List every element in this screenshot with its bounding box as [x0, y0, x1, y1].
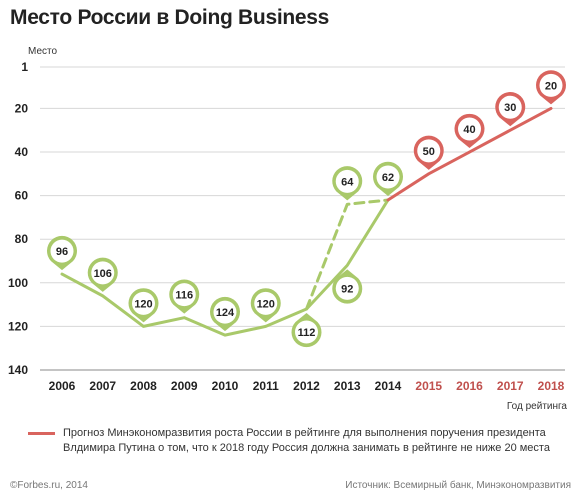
- x-tick-label: 2010: [212, 379, 239, 393]
- source-note: Источник: Всемирный банк, Минэкономразви…: [345, 480, 571, 491]
- data-label-bubble: [376, 165, 400, 189]
- y-tick-label: 60: [15, 189, 29, 203]
- data-label: 40: [463, 124, 475, 136]
- data-label-bubble: [539, 73, 563, 97]
- y-tick-label: 80: [15, 232, 29, 246]
- data-label: 120: [134, 298, 152, 310]
- data-label: 96: [56, 246, 68, 258]
- legend-swatch: [28, 432, 55, 435]
- legend-text: Прогноз Минэкономразвития роста России в…: [63, 427, 550, 454]
- data-label: 30: [504, 102, 516, 114]
- y-tick-label: 120: [8, 319, 28, 333]
- data-label: 112: [298, 327, 316, 339]
- data-label-bubble: [213, 300, 237, 324]
- copyright: ©Forbes.ru, 2014: [10, 480, 88, 491]
- data-label: 62: [382, 172, 394, 184]
- x-tick-label: 2007: [89, 379, 116, 393]
- y-tick-label: 40: [15, 145, 29, 159]
- x-tick-label: 2018: [538, 379, 565, 393]
- data-label: 124: [216, 307, 235, 319]
- y-tick-label: 1: [21, 60, 28, 74]
- data-label-bubble: [498, 95, 522, 119]
- data-label: 20: [545, 80, 557, 92]
- data-label-bubble: [335, 169, 359, 193]
- x-tick-label: 2015: [415, 379, 442, 393]
- data-label-bubble: [295, 320, 318, 344]
- series-line: [60, 198, 390, 337]
- x-tick-label: 2009: [171, 379, 198, 393]
- series-line: [386, 106, 553, 202]
- data-label: 92: [341, 283, 353, 295]
- data-label-bubble: [458, 117, 481, 141]
- x-axis-title: Год рейтинга: [507, 401, 568, 412]
- data-label: 64: [341, 176, 354, 188]
- x-tick-label: 2013: [334, 379, 361, 393]
- data-label: 116: [175, 290, 193, 302]
- x-tick-label: 2016: [456, 379, 483, 393]
- x-tick-label: 2006: [49, 379, 76, 393]
- data-label-bubble: [132, 291, 155, 315]
- y-tick-label: 140: [8, 363, 28, 377]
- data-label-bubble: [417, 139, 441, 163]
- y-axis-title: Место: [28, 46, 57, 57]
- data-label: 50: [423, 146, 435, 158]
- x-tick-label: 2014: [375, 379, 402, 393]
- data-label-bubble: [335, 276, 359, 300]
- x-tick-label: 2017: [497, 379, 524, 393]
- x-tick-label: 2012: [293, 379, 320, 393]
- data-label-bubble: [91, 261, 115, 285]
- data-label-bubble: [172, 283, 196, 307]
- x-tick-label: 2008: [130, 379, 157, 393]
- y-tick-label: 100: [8, 276, 28, 290]
- series-line-dashed: [305, 198, 390, 311]
- x-tick-label: 2011: [253, 379, 279, 393]
- chart-title: Место России в Doing Business: [10, 6, 330, 29]
- data-label: 120: [257, 298, 275, 310]
- data-label-bubble: [50, 239, 74, 263]
- data-label: 106: [94, 268, 112, 280]
- y-tick-label: 20: [15, 101, 29, 115]
- data-label-bubble: [254, 291, 278, 315]
